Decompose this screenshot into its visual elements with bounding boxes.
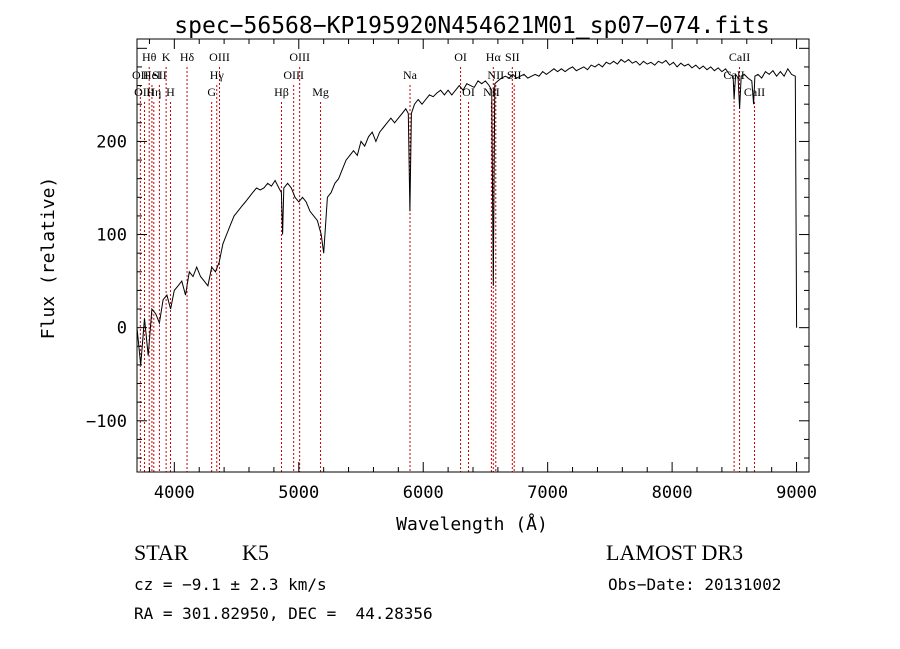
line-marker-label: Na (403, 68, 418, 82)
chart-title: spec−56568−KP195920N454621M01_sp07−074.f… (174, 13, 769, 39)
redshift-info: cz = −9.1 ± 2.3 km/s (134, 575, 327, 594)
line-marker-label: H (166, 85, 175, 99)
survey-name: LAMOST DR3 (606, 540, 743, 565)
line-marker-label: Hδ (180, 50, 195, 64)
line-markers (139, 67, 755, 472)
x-tick-label: 8000 (652, 483, 693, 503)
line-marker-label: Hθ (142, 50, 157, 64)
object-subclass: K5 (242, 540, 269, 565)
line-marker-label: OIII (209, 50, 230, 64)
line-marker-label: Hγ (210, 68, 225, 82)
line-marker-label: K (162, 50, 171, 64)
x-tick-label: 7000 (527, 483, 568, 503)
line-marker-label: SII (505, 50, 520, 64)
y-tick-label: −100 (86, 412, 127, 432)
x-tick-label: 4000 (154, 483, 195, 503)
line-marker-label: OI (454, 50, 467, 64)
obs-date: Obs−Date: 20131002 (608, 575, 781, 594)
line-marker-labels: OII OIII Hθ HeI Hη SII K H Hδ G Hγ OIII Hβ OIII OIII Mg… (132, 50, 765, 99)
x-tick-label: 9000 (776, 483, 817, 503)
line-marker-label: CaII (723, 68, 744, 82)
x-tick-label: 6000 (403, 483, 444, 503)
line-marker-label: Mg (312, 85, 329, 99)
line-marker-label: Hβ (274, 85, 289, 99)
line-marker-label: SII (507, 68, 522, 82)
line-marker-label: OII (132, 68, 149, 82)
y-axis-label: Flux (relative) (38, 177, 59, 340)
coordinates: RA = 301.82950, DEC = 44.28356 (134, 604, 433, 623)
line-marker-label: OIII (134, 85, 155, 99)
y-tick-label: 200 (96, 132, 127, 152)
line-marker-label: SII (152, 68, 167, 82)
line-marker-label: OI (462, 85, 475, 99)
line-marker-label: NII (487, 68, 504, 82)
line-marker-label: G (207, 85, 216, 99)
line-marker-label: OIII (289, 50, 310, 64)
x-tick-label: 5000 (278, 483, 319, 503)
flux-series-line (136, 58, 798, 365)
line-marker-label: Hη (146, 85, 161, 99)
x-axis-ticks: 4000 5000 6000 7000 8000 9000 (148, 39, 817, 503)
object-class: STAR (134, 540, 189, 565)
line-marker-label: CaII (729, 50, 750, 64)
plot-frame (136, 38, 810, 473)
x-axis-label: Wavelength (Å) (396, 513, 548, 535)
line-marker-label: OIII (283, 68, 304, 82)
y-tick-label: 100 (96, 226, 127, 246)
y-axis-ticks: −100 0 100 200 (86, 47, 809, 459)
line-marker-label: Hα (486, 50, 502, 64)
y-tick-label: 0 (117, 319, 127, 339)
line-marker-label: HeI (143, 68, 161, 82)
